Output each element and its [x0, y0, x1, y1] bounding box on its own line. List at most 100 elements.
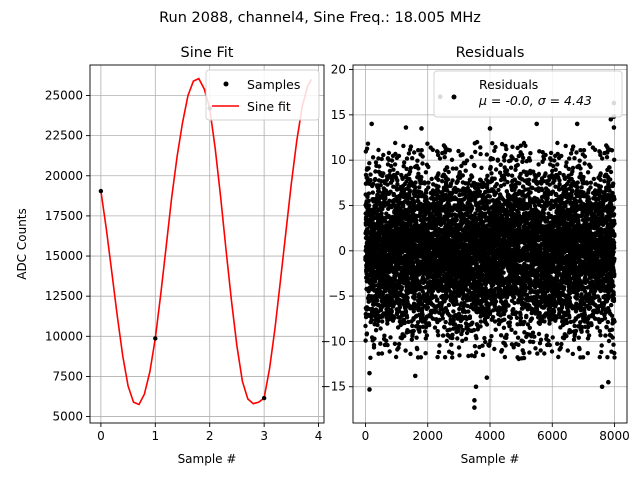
residual-point — [385, 342, 390, 348]
residual-point — [472, 163, 477, 169]
residual-point — [379, 211, 384, 216]
residual-point — [502, 158, 507, 163]
residual-point — [470, 320, 475, 325]
residual-point — [511, 307, 516, 312]
plot-area — [363, 94, 617, 410]
residual-point — [446, 169, 451, 175]
residual-point — [487, 194, 492, 199]
residual-point — [388, 189, 393, 194]
y-tick-label: 22500 — [45, 129, 83, 143]
residual-point — [449, 342, 454, 347]
residual-point — [363, 338, 368, 343]
residual-point — [456, 148, 461, 154]
residual-point — [392, 162, 398, 167]
residual-point — [371, 181, 376, 186]
residual-point — [503, 308, 508, 313]
residual-point — [423, 170, 429, 175]
residual-point — [366, 191, 371, 196]
residual-point — [471, 327, 477, 333]
residual-point — [391, 167, 396, 172]
residual-point — [379, 351, 385, 356]
residual-point — [435, 297, 440, 302]
residual-point — [516, 342, 521, 347]
residual-point — [427, 322, 432, 328]
residual-point — [389, 158, 395, 163]
residual-point — [408, 351, 413, 357]
residual-point — [494, 181, 499, 187]
residual-point — [445, 177, 451, 182]
residual-point — [425, 141, 430, 146]
residual-point — [415, 346, 420, 352]
residual-point — [387, 168, 393, 174]
residual-point — [371, 342, 377, 348]
residual-point — [483, 339, 488, 345]
residual-point — [406, 329, 411, 334]
residual-point — [401, 143, 406, 149]
residual-point — [508, 315, 514, 321]
residual-point — [365, 194, 370, 200]
residual-point — [370, 190, 375, 195]
residual-point — [450, 332, 455, 337]
residual-point — [502, 354, 508, 360]
residual-point — [444, 338, 449, 344]
residual-point — [412, 208, 417, 213]
residual-point — [393, 140, 398, 146]
residual-point — [385, 182, 390, 187]
residual-point — [478, 324, 483, 329]
axes-title: Sine Fit — [181, 45, 234, 61]
residual-point — [376, 351, 381, 356]
residual-point — [412, 200, 417, 205]
residual-point — [373, 169, 378, 174]
residual-point — [443, 319, 448, 325]
residual-point — [442, 355, 448, 360]
residual-point — [376, 319, 381, 324]
residual-point — [478, 319, 484, 324]
residual-point — [417, 325, 422, 330]
residual-point — [393, 151, 398, 157]
residual-point — [451, 309, 456, 314]
residual-point — [474, 139, 480, 145]
residual-point — [364, 331, 370, 336]
residual-point — [414, 335, 419, 340]
legend-samples-marker — [223, 81, 229, 87]
residual-point — [477, 189, 482, 194]
residual-point — [408, 144, 414, 149]
residual-point — [469, 154, 474, 160]
residual-point — [495, 157, 500, 162]
residual-point — [420, 289, 425, 294]
residual-point — [440, 179, 445, 184]
residual-point — [424, 333, 430, 338]
residual-point — [490, 156, 496, 162]
residual-point — [401, 164, 406, 169]
residual-point — [366, 166, 371, 171]
x-tick-label: 4 — [315, 429, 323, 443]
residual-point — [387, 198, 392, 203]
residual-point — [436, 349, 442, 355]
residual-point — [482, 335, 487, 341]
residual-point — [449, 157, 455, 162]
residual-point — [404, 156, 410, 161]
residuals-panel: 0 2000 4000 6000 8000−15−10−505101520Residua… — [321, 45, 630, 466]
residual-point — [426, 164, 431, 170]
residual-point — [446, 302, 452, 308]
residual-point — [402, 333, 407, 339]
residual-point — [469, 174, 475, 179]
y-tick-label: 25000 — [45, 89, 83, 103]
residual-point — [416, 171, 421, 176]
residual-point — [469, 206, 475, 211]
x-tick-label: 2 — [206, 429, 214, 443]
residual-point — [370, 155, 376, 160]
residual-point — [503, 152, 508, 158]
residual-point — [464, 330, 470, 336]
residual-point — [463, 336, 469, 342]
figure-suptitle: Run 2088, channel4, Sine Freq.: 18.005 M… — [159, 10, 481, 26]
residual-point — [510, 144, 515, 149]
residual-point — [419, 306, 425, 311]
residual-point — [378, 326, 383, 331]
residual-point — [511, 295, 517, 300]
residual-point — [505, 179, 510, 185]
residual-point — [473, 149, 478, 155]
sample-point — [261, 395, 267, 401]
residual-point — [436, 177, 441, 182]
residual-point — [411, 328, 416, 334]
